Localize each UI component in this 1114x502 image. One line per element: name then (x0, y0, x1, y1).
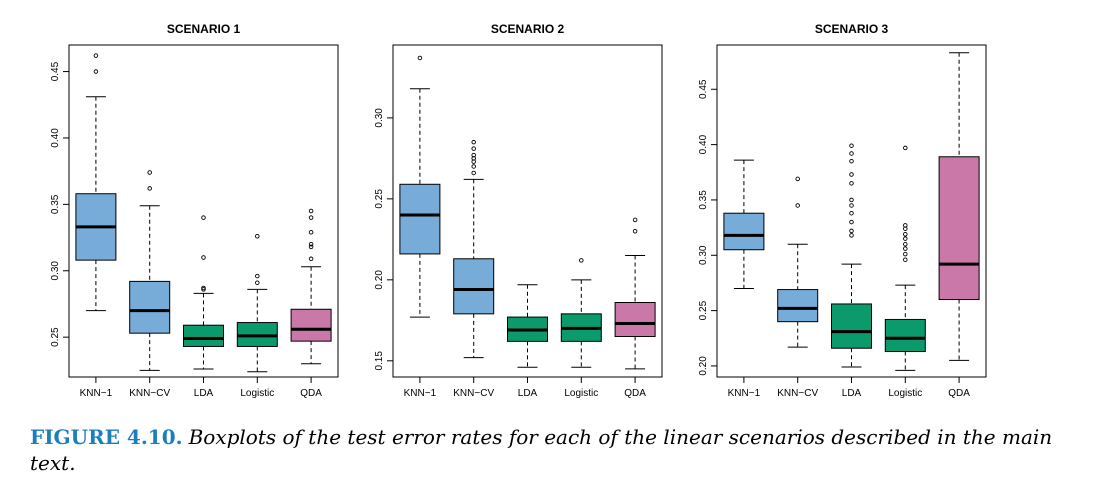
y-tick-label: 0.45 (698, 79, 709, 99)
chart-title: SCENARIO 3 (815, 22, 889, 36)
y-tick-label: 0.45 (50, 61, 61, 81)
y-tick-label: 0.35 (50, 194, 61, 214)
outlier-point (471, 139, 476, 145)
caption-label: FIGURE 4.10. (30, 425, 183, 449)
y-tick-label: 0.40 (50, 128, 61, 148)
x-tick-label: KNN−CV (453, 388, 494, 399)
outlier-point (849, 219, 854, 225)
outlier-point (308, 229, 314, 235)
chart-panel-1: SCENARIO 1 0.25 0.30 0.35 0.40 0.45 KNN−1 KNN−C… (50, 22, 339, 399)
outlier-point (579, 258, 584, 263)
box (777, 289, 819, 323)
outlier-point (201, 285, 206, 291)
figure-caption: FIGURE 4.10. Boxplots of the test error r… (30, 424, 1090, 476)
box (723, 212, 765, 251)
y-tick-label: 0.20 (698, 356, 709, 376)
y-tick-label: 0.30 (50, 261, 61, 281)
outlier-point (471, 164, 476, 169)
x-tick-label: QDA (624, 388, 646, 399)
x-tick-label: KNN−CV (777, 388, 818, 399)
chart-title: SCENARIO 2 (491, 22, 565, 36)
outlier-point (147, 170, 152, 175)
outlier-point (201, 255, 206, 260)
box (884, 318, 926, 353)
outlier-point (903, 251, 908, 257)
outlier-point (903, 246, 908, 251)
outlier-point (93, 53, 99, 58)
box (614, 302, 656, 338)
outlier-point (795, 203, 800, 208)
outlier-point (147, 186, 152, 191)
outlier-point (308, 208, 314, 214)
y-tick-label: 0.25 (374, 189, 385, 209)
outlier-point (255, 280, 260, 285)
outlier-point (308, 215, 314, 220)
box (129, 280, 171, 334)
x-tick-label: Logistic (240, 388, 274, 399)
outlier-point (255, 233, 260, 239)
outlier-point (903, 241, 908, 247)
outlier-point (849, 181, 854, 186)
outlier-point (632, 217, 638, 223)
outlier-point (308, 244, 314, 250)
outlier-point (849, 197, 854, 203)
chart-panel-2: SCENARIO 2 0.15 0.20 0.25 0.30 KNN−1 KNN−CV LDA… (374, 22, 663, 399)
outlier-point (849, 233, 854, 238)
chart-panel-3: SCENARIO 3 0.20 0.25 0.30 0.35 0.40 0.45 KNN−1 K… (698, 22, 987, 399)
box (938, 156, 980, 301)
outlier-point (849, 228, 854, 234)
outlier-point (201, 215, 206, 220)
y-tick-label: 0.35 (698, 190, 709, 210)
box (453, 258, 495, 315)
outlier-point (632, 228, 638, 234)
x-tick-label: KNN−1 (404, 388, 437, 399)
outlier-point (93, 69, 99, 74)
chart-title: SCENARIO 1 (167, 22, 241, 36)
x-tick-label: QDA (300, 388, 322, 399)
box (399, 183, 441, 255)
outlier-point (417, 55, 423, 61)
outlier-point (795, 176, 800, 182)
boxplot-figure: SCENARIO 1 0.25 0.30 0.35 0.40 0.45 KNN−1 KNN−C… (50, 22, 987, 399)
outlier-point (849, 203, 854, 208)
y-tick-label: 0.20 (374, 270, 385, 290)
y-tick-label: 0.25 (50, 327, 61, 347)
x-tick-label: KNN−1 (728, 388, 761, 399)
x-tick-label: LDA (842, 388, 862, 399)
outlier-point (471, 146, 476, 151)
outlier-point (255, 273, 260, 279)
caption-text: Boxplots of the test error rates for eac… (30, 425, 1053, 475)
outlier-point (903, 236, 908, 241)
x-tick-label: LDA (194, 388, 214, 399)
outlier-point (903, 257, 908, 262)
outlier-point (903, 145, 908, 151)
x-tick-label: Logistic (564, 388, 598, 399)
outlier-point (308, 256, 314, 262)
y-tick-label: 0.30 (374, 108, 385, 128)
outlier-point (903, 231, 908, 237)
outlier-point (849, 172, 854, 177)
x-tick-label: KNN−1 (80, 388, 113, 399)
outlier-point (849, 158, 854, 164)
y-tick-label: 0.40 (698, 134, 709, 154)
x-tick-label: LDA (518, 388, 538, 399)
box (831, 303, 872, 349)
outlier-point (849, 151, 854, 156)
outlier-point (308, 241, 314, 247)
outlier-point (903, 223, 908, 228)
x-tick-label: QDA (948, 388, 970, 399)
x-tick-label: KNN−CV (129, 388, 170, 399)
y-tick-label: 0.15 (374, 351, 385, 371)
outlier-point (471, 152, 476, 158)
y-tick-label: 0.25 (698, 300, 709, 320)
outlier-point (849, 210, 854, 216)
box (183, 324, 224, 347)
outlier-point (471, 170, 476, 176)
outlier-point (849, 143, 854, 148)
x-tick-label: Logistic (888, 388, 922, 399)
box (290, 308, 332, 342)
y-tick-label: 0.30 (698, 245, 709, 265)
